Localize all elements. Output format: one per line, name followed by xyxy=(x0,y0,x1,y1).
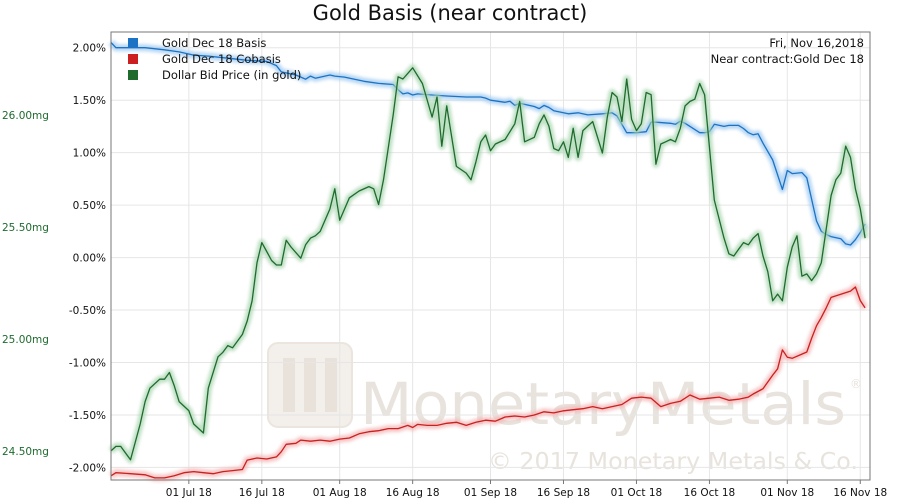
series-line-cobasis xyxy=(110,286,866,479)
left-tick-label: 26.00mg xyxy=(2,110,49,122)
info-contract: Near contract:Gold Dec 18 xyxy=(711,52,864,66)
x-tick-label: 16 Sep 18 xyxy=(537,487,590,499)
x-tick-label: 01 Oct 18 xyxy=(611,487,663,499)
legend: Gold Dec 18 Basis Gold Dec 18 Cobasis Do… xyxy=(128,36,301,82)
series-line-dollar-bid xyxy=(110,67,866,461)
x-tick-label: 16 Jul 18 xyxy=(239,487,285,499)
series-layer xyxy=(108,40,869,482)
x-tick-label: 16 Aug 18 xyxy=(386,487,440,499)
legend-label-dollar-bid: Dollar Bid Price (in gold) xyxy=(162,68,301,82)
info-date: Fri, Nov 16,2018 xyxy=(769,36,864,50)
watermark-registered: ® xyxy=(850,377,862,391)
left-tick-label: 24.50mg xyxy=(2,446,49,458)
watermark-copyright: © 2017 Monetary Metals & Co. xyxy=(488,449,858,475)
x-tick-label: 16 Nov 18 xyxy=(833,487,887,499)
left-tick-label: 25.00mg xyxy=(2,334,49,346)
legend-swatch-cobasis xyxy=(128,54,138,64)
legend-label-cobasis: Gold Dec 18 Cobasis xyxy=(162,52,281,66)
right-tick-label: 1.50% xyxy=(73,95,106,107)
x-tick-label: 01 Sep 18 xyxy=(464,487,517,499)
left-tick-label: 25.50mg xyxy=(2,222,49,234)
right-tick-label: 2.00% xyxy=(73,43,106,55)
watermark-logo-bar xyxy=(304,358,316,412)
x-tick-label: 01 Nov 18 xyxy=(760,487,814,499)
chart-title: Gold Basis (near contract) xyxy=(313,1,588,25)
x-tick-label: 16 Oct 18 xyxy=(684,487,736,499)
left-axis: 26.00mg 25.50mg 25.00mg 24.50mg xyxy=(2,110,49,458)
info-box: Fri, Nov 16,2018 Near contract:Gold Dec … xyxy=(711,36,864,66)
right-axis: 2.00% 1.50% 1.00% 0.50% 0.00% -0.50% -1.00% -1.… xyxy=(69,43,106,475)
right-tick-label: -0.50% xyxy=(69,305,106,317)
x-axis: 01 Jul 18 16 Jul 18 01 Aug 18 16 Aug 18 01 S… xyxy=(166,480,887,499)
right-tick-label: -2.00% xyxy=(69,462,106,474)
x-tick-label: 01 Aug 18 xyxy=(313,487,367,499)
watermark-logo-bar xyxy=(283,358,295,412)
legend-swatch-dollar-bid xyxy=(128,70,138,80)
right-tick-label: -1.50% xyxy=(69,410,106,422)
x-tick-label: 01 Jul 18 xyxy=(166,487,212,499)
right-tick-label: 1.00% xyxy=(73,148,106,160)
right-tick-label: -1.00% xyxy=(69,357,106,369)
series-line-basis xyxy=(110,42,866,246)
legend-swatch-basis xyxy=(128,38,138,48)
legend-label-basis: Gold Dec 18 Basis xyxy=(162,36,266,50)
right-tick-label: 0.00% xyxy=(73,253,106,265)
watermark-logo-bar xyxy=(325,358,337,412)
right-tick-label: 0.50% xyxy=(73,200,106,212)
